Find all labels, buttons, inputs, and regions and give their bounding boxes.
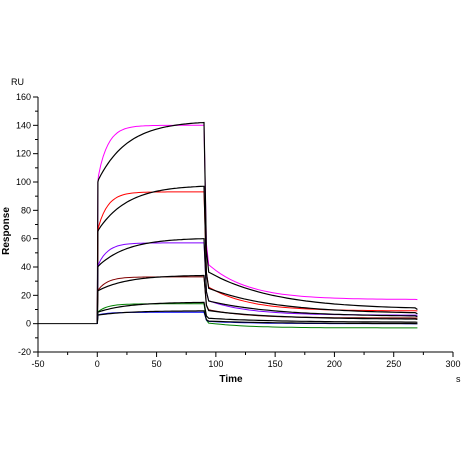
- y-tick-label: 0: [26, 319, 31, 329]
- fitted-curve-3: [96, 238, 418, 324]
- plot-lines: [38, 121, 418, 329]
- axes: -20 0 20 40 60 80 100 120 140 160 -50 0 50 100 150 200 2…: [16, 92, 461, 369]
- y-tick-label: 60: [21, 234, 31, 244]
- x-tick-label: -50: [31, 359, 44, 369]
- x-tick-label: 100: [208, 359, 223, 369]
- y-tick-label: 120: [16, 149, 31, 159]
- y-unit-label: RU: [11, 77, 24, 87]
- y-tick-label: 100: [16, 177, 31, 187]
- y-tick-label: 20: [21, 290, 31, 300]
- x-tick-label: 250: [386, 359, 401, 369]
- fitted-curve-5: [96, 301, 418, 324]
- x-axis-title: Time: [219, 374, 243, 385]
- y-axis-title: Response: [1, 207, 12, 255]
- y-tick-label: 40: [21, 262, 31, 272]
- x-tick-label: 300: [445, 359, 460, 369]
- fitted-curve-4: [96, 274, 418, 324]
- y-tick-label: 140: [16, 120, 31, 130]
- x-tick-label: 0: [95, 359, 100, 369]
- fitted-curve-2: [96, 185, 418, 324]
- y-tick-label: -20: [18, 347, 31, 357]
- fitted-curve-6: [96, 310, 418, 325]
- x-tick-label: 50: [152, 359, 162, 369]
- y-tick-label: 160: [16, 92, 31, 102]
- x-tick-label: 150: [268, 359, 283, 369]
- x-unit-label: s: [456, 374, 461, 384]
- x-tick-label: 200: [327, 359, 342, 369]
- y-tick-label: 80: [21, 205, 31, 215]
- fitted-curve-1: [96, 121, 418, 324]
